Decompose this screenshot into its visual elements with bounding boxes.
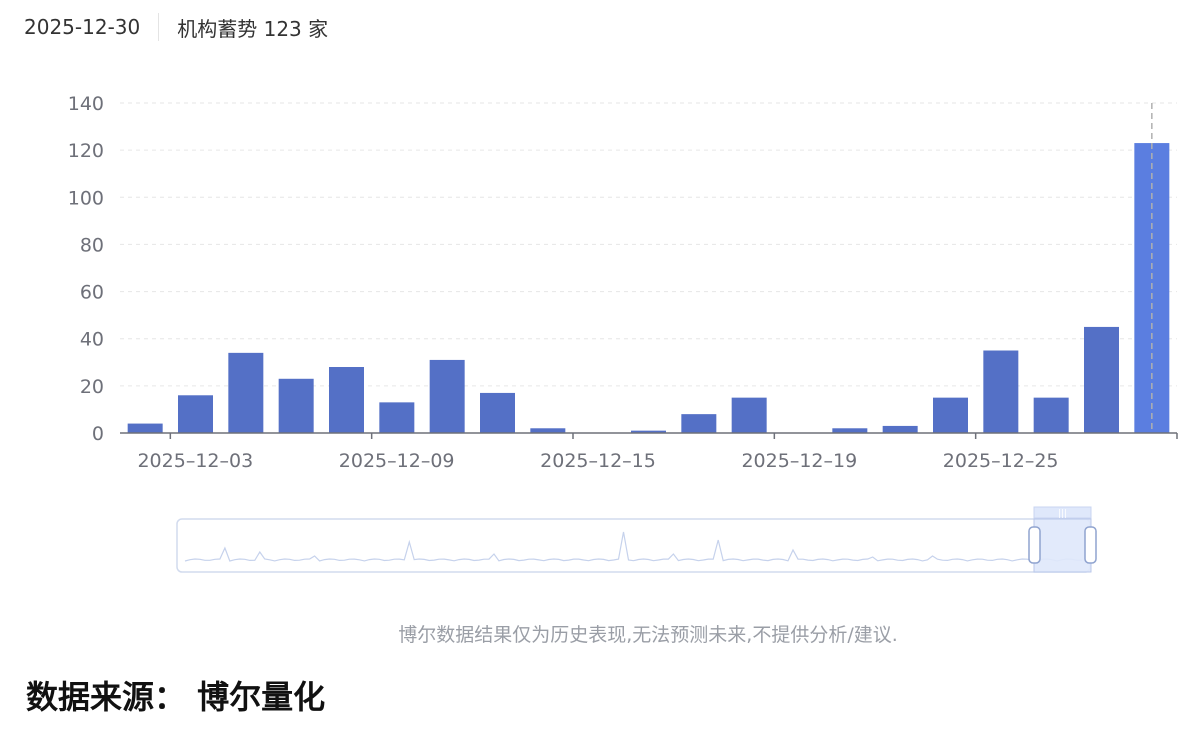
zoom-window-top-bar bbox=[1033, 506, 1092, 519]
x-tick-label: 2025–12–15 bbox=[540, 450, 656, 472]
bar bbox=[127, 423, 163, 433]
bar bbox=[278, 378, 314, 433]
bar bbox=[480, 392, 515, 433]
x-tick-label: 2025–12–25 bbox=[943, 450, 1059, 472]
bar bbox=[228, 352, 264, 433]
bar bbox=[178, 395, 213, 433]
header-divider bbox=[158, 13, 160, 41]
header-summary: 机构蓄势 123 家 bbox=[177, 16, 329, 41]
bar bbox=[681, 414, 717, 433]
bar bbox=[832, 428, 868, 433]
x-tick-label: 2025–12–03 bbox=[137, 450, 253, 472]
y-tick-label: 100 bbox=[68, 187, 104, 209]
bar bbox=[1033, 397, 1069, 433]
zoom-window bbox=[1033, 518, 1092, 573]
disclaimer-text: 博尔数据结果仅为历史表现,无法预测未来,不提供分析/建议. bbox=[398, 624, 898, 646]
y-tick-label: 60 bbox=[80, 282, 104, 304]
bar bbox=[379, 402, 415, 433]
bar bbox=[983, 350, 1019, 433]
y-tick-label: 20 bbox=[80, 376, 104, 398]
y-tick-label: 40 bbox=[80, 329, 104, 351]
zoom-grip-label[interactable]: ||| bbox=[1058, 509, 1067, 519]
bar bbox=[429, 359, 465, 433]
y-tick-label: 140 bbox=[68, 93, 104, 115]
zoom-handle-left[interactable] bbox=[1028, 526, 1041, 564]
bar bbox=[1084, 326, 1119, 433]
zoom-handle-right[interactable] bbox=[1084, 526, 1097, 564]
data-source-label: 数据来源： 博尔量化 bbox=[26, 678, 326, 716]
zoom-preview-line bbox=[184, 531, 1082, 562]
bar bbox=[882, 425, 918, 433]
x-tick-label: 2025–12–09 bbox=[339, 450, 455, 472]
bar bbox=[631, 430, 666, 433]
header-date: 2025-12-30 bbox=[24, 15, 141, 39]
chart-header: 2025-12-30 机构蓄势 123 家 bbox=[24, 12, 328, 42]
bar bbox=[329, 367, 364, 433]
y-tick-label: 120 bbox=[68, 140, 104, 162]
y-tick-label: 80 bbox=[80, 234, 104, 256]
bar bbox=[530, 428, 566, 433]
bar-chart: 0 20 40 60 80 100 120 140 2025–12–03 2025–12–09 20… bbox=[68, 93, 1178, 573]
bar bbox=[731, 397, 767, 433]
bar bbox=[933, 397, 968, 433]
zoom-track bbox=[176, 518, 1091, 573]
x-tick-label: 2025–12–19 bbox=[741, 450, 857, 472]
y-tick-label: 0 bbox=[92, 423, 104, 445]
